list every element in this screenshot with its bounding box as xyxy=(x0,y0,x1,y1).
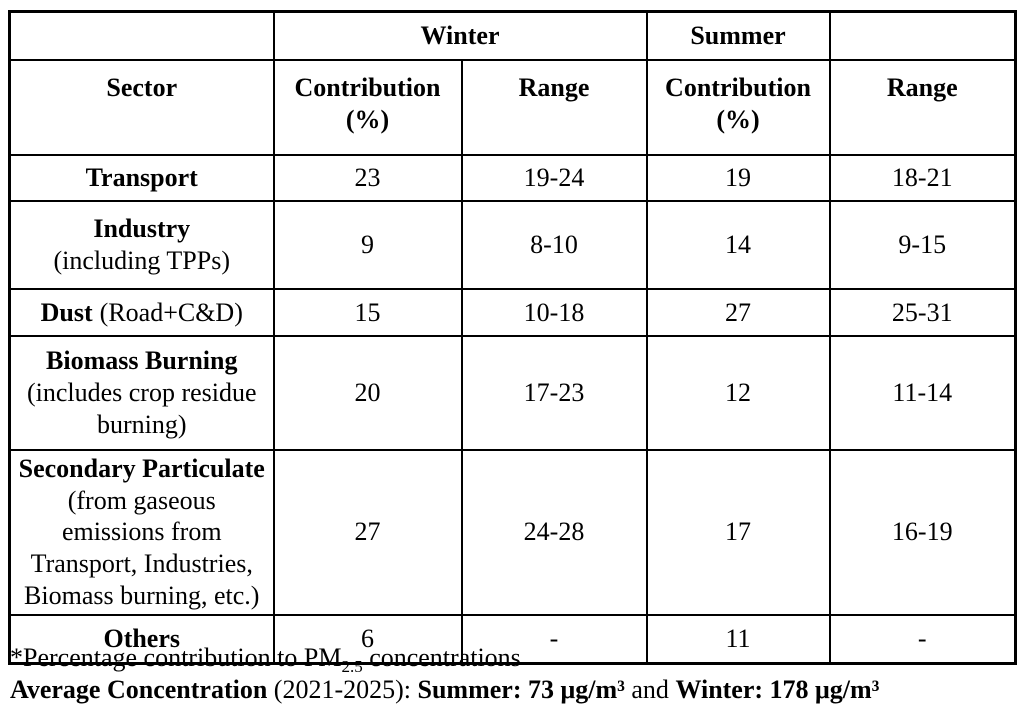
season-header-row: Winter Summer xyxy=(8,10,1017,61)
summer-contribution-header-cell: Contribution (%) xyxy=(645,59,831,156)
contribution-label: Contribution xyxy=(665,73,811,102)
footnote-pm25: *Percentage contribution to PM2.5 concen… xyxy=(10,642,521,677)
sector-name: Secondary Particulate xyxy=(18,454,265,483)
sector-name: Industry xyxy=(93,214,191,244)
and-text: and xyxy=(624,675,676,704)
winter-range-cell: 19-24 xyxy=(460,154,648,202)
sector-cell: Biomass Burning (includes crop residue b… xyxy=(8,335,275,451)
winter-contribution-cell: 9 xyxy=(272,200,463,290)
sector-name: Others xyxy=(103,623,181,653)
summer-range-header-cell: Range xyxy=(828,59,1017,156)
footnote-average-concentration: Average Concentration (2021-2025): Summe… xyxy=(10,674,879,705)
pm25-source-apportionment-table: Winter Summer Sector Contribution (%) Ra… xyxy=(8,10,1018,665)
summer-contribution-cell: 27 xyxy=(645,288,831,337)
sector-subtext: (including TPPs) xyxy=(53,246,230,275)
sector-cell: Dust (Road+C&D) xyxy=(8,288,275,337)
summer-contribution-cell: 17 xyxy=(645,449,831,616)
summer-contribution-cell: 14 xyxy=(645,200,831,290)
winter-contribution-cell: 6 xyxy=(272,613,463,665)
sector-subtext: (Road+C&D) xyxy=(99,297,243,327)
sector-name: Transport xyxy=(85,163,198,193)
summer-header-cell: Summer xyxy=(645,10,831,61)
summer-range-cell: 25-31 xyxy=(828,288,1017,337)
empty-top-right-cell xyxy=(828,10,1017,61)
contribution-label: Contribution xyxy=(294,73,441,102)
sector-cell: Industry (including TPPs) xyxy=(8,200,275,290)
sector-name: Biomass Burning xyxy=(46,346,238,376)
column-header-row: Sector Contribution (%) Range Contributi… xyxy=(8,59,1017,156)
summer-range-cell: 11-14 xyxy=(828,335,1017,451)
average-period: (2021-2025): xyxy=(267,675,418,704)
winter-range-cell: 17-23 xyxy=(460,335,648,451)
summer-range-cell: 18-21 xyxy=(828,154,1017,202)
percent-label: (%) xyxy=(716,104,760,134)
sector-name: Dust xyxy=(40,297,93,327)
summer-range-cell: - xyxy=(828,613,1017,665)
sector-cell: Transport xyxy=(8,154,275,202)
winter-range-header-cell: Range xyxy=(460,59,648,156)
winter-average-value: Winter: 178 μg/m³ xyxy=(675,675,880,704)
winter-header-cell: Winter xyxy=(272,10,648,61)
pm25-subscript: 2.5 xyxy=(341,657,363,677)
winter-contribution-cell: 20 xyxy=(272,335,463,451)
winter-contribution-cell: 23 xyxy=(272,154,463,202)
table-row-industry: Industry (including TPPs) 9 8-10 14 9-15 xyxy=(8,200,1017,290)
winter-range-cell: 8-10 xyxy=(460,200,648,290)
table-row-dust: Dust (Road+C&D) 15 10-18 27 25-31 xyxy=(8,288,1017,337)
summer-contribution-cell: 11 xyxy=(645,613,831,665)
table-row-transport: Transport 23 19-24 19 18-21 xyxy=(8,154,1017,202)
empty-corner-cell xyxy=(8,10,275,61)
winter-contribution-header-cell: Contribution (%) xyxy=(272,59,463,156)
percent-label: (%) xyxy=(345,104,390,134)
winter-contribution-cell: 15 xyxy=(272,288,463,337)
table-row-others: Others 6 - 11 - xyxy=(8,613,1017,665)
table-row-secondary-particulate: Secondary Particulate (from gaseous emis… xyxy=(8,449,1017,616)
table-row-biomass-burning: Biomass Burning (includes crop residue b… xyxy=(8,335,1017,451)
average-concentration-label: Average Concentration xyxy=(10,675,268,704)
sector-subtext: (includes crop residue burning) xyxy=(26,378,257,439)
sector-header-cell: Sector xyxy=(8,59,275,156)
summer-average-value: Summer: 73 μg/m³ xyxy=(417,675,625,704)
winter-range-cell: - xyxy=(460,613,648,665)
summer-contribution-cell: 19 xyxy=(645,154,831,202)
winter-contribution-cell: 27 xyxy=(272,449,463,616)
summer-contribution-cell: 12 xyxy=(645,335,831,451)
sector-subtext: (from gaseous emissions from Transport, … xyxy=(24,485,260,610)
winter-range-cell: 10-18 xyxy=(460,288,648,337)
footnote-suffix: concentrations xyxy=(362,643,521,672)
sector-cell: Others xyxy=(8,613,275,665)
summer-range-cell: 9-15 xyxy=(828,200,1017,290)
sector-cell: Secondary Particulate (from gaseous emis… xyxy=(8,449,275,616)
winter-range-cell: 24-28 xyxy=(460,449,648,616)
footnote-prefix: *Percentage contribution to PM xyxy=(10,643,342,672)
summer-range-cell: 16-19 xyxy=(828,449,1017,616)
